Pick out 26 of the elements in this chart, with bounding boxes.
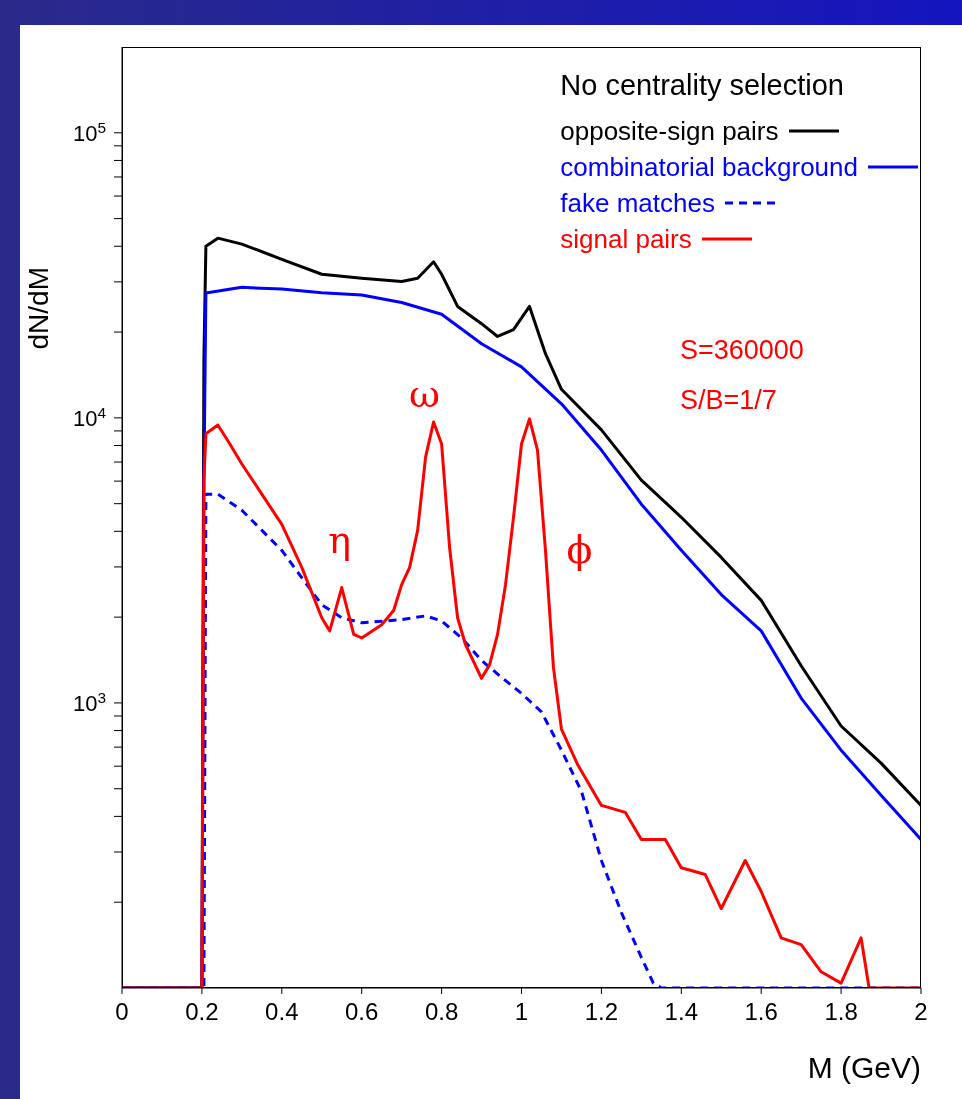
y-axis-title: dN/dM: [23, 267, 54, 350]
x-tick-label: 0: [115, 998, 129, 1025]
x-tick-label: 2: [914, 998, 928, 1025]
x-tick-label: 1.6: [744, 998, 778, 1025]
legend-label: opposite-sign pairs: [560, 115, 779, 148]
y-tick-label: 10$^{3}$: [72, 688, 106, 716]
x-tick-label: 1.8: [824, 998, 858, 1025]
legend-title: No centrality selection: [560, 68, 845, 103]
legend-label: combinatorial background: [560, 151, 858, 184]
x-tick-label: 1: [514, 998, 529, 1025]
annotation: ω: [409, 371, 441, 416]
annotation: S=360000: [680, 334, 804, 367]
x-tick-label: 1.4: [664, 998, 698, 1025]
x-tick-label: 0.8: [424, 998, 459, 1025]
annotation: η: [328, 517, 352, 562]
x-axis-title: M (GeV): [807, 1051, 921, 1084]
x-tick-label: 0.6: [345, 998, 379, 1025]
legend-label: signal pairs: [560, 223, 692, 256]
y-tick-label: 10$^{5}$: [72, 118, 106, 146]
x-tick-label: 1.2: [584, 998, 619, 1025]
annotation: S/B=1/7: [680, 384, 778, 417]
y-tick-label: 10$^{4}$: [72, 403, 107, 431]
legend-label: fake matches: [560, 187, 715, 220]
x-tick-label: 0.2: [185, 998, 219, 1025]
annotation: ϕ: [566, 528, 593, 573]
x-tick-label: 0.4: [265, 998, 299, 1025]
